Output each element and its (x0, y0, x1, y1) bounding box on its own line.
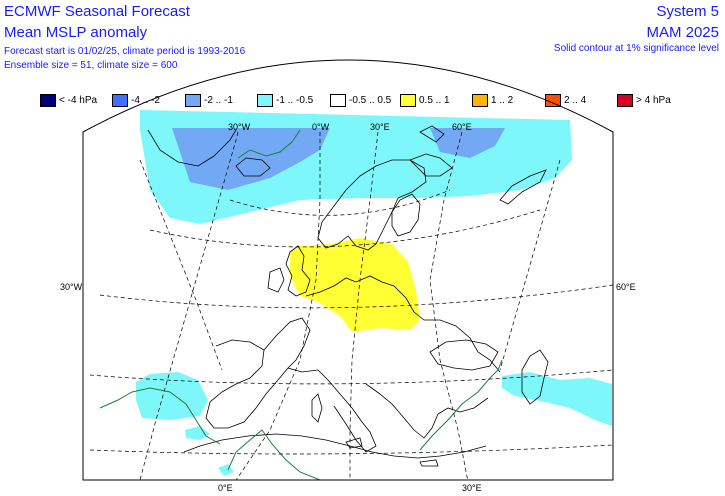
meridian-east (499, 159, 561, 371)
meridian-west (139, 159, 223, 371)
continental-coast (305, 275, 501, 373)
lon-label-bottom: 0°E (218, 483, 233, 493)
season-label: MAM 2025 (646, 24, 719, 41)
iceland-coast (235, 157, 271, 177)
lon-label-top: 30°E (370, 122, 390, 132)
legend-swatch (112, 94, 128, 107)
iberia-coast (205, 339, 289, 429)
legend-label: -0.5 .. 0.5 (349, 95, 392, 106)
legend-item: 2 .. 4 (545, 94, 586, 107)
ireland-coast (267, 267, 285, 293)
iberia-atlantic-negative (136, 372, 208, 420)
lon-label-bottom: 30°E (462, 483, 482, 493)
legend-item: > 4 hPa (617, 94, 671, 107)
meridian-30w (139, 131, 239, 480)
meridian-0 (227, 132, 321, 480)
uk-coast (285, 245, 311, 297)
significance-contour-south (227, 429, 321, 480)
legend-item: -0.5 .. 0.5 (330, 94, 391, 107)
iberia-atlantic-negative-small (185, 426, 210, 440)
legend-swatch (257, 94, 273, 107)
significance-note: Solid contour at 1% significance level (553, 43, 719, 54)
parallel-80 (229, 189, 451, 216)
legend-swatch (40, 94, 56, 107)
caspian-negative (502, 372, 612, 426)
legend-label: -4 .. -2 (131, 95, 160, 106)
map-content (89, 110, 613, 480)
significance-contour-west (99, 387, 221, 445)
significance-contours (99, 129, 503, 480)
greenland-coast (147, 129, 237, 167)
parallel-40 (89, 444, 613, 455)
svalbard (419, 125, 445, 143)
legend-item: -4 .. -2 (112, 94, 160, 107)
kola-coast (409, 153, 453, 177)
significance-contour-north (237, 129, 301, 159)
north-atlantic-negative-core-east (430, 128, 505, 158)
significance-contour-east (419, 359, 503, 451)
legend-swatch (472, 94, 488, 107)
legend-label: 0.5 .. 1 (419, 95, 450, 106)
mediterranean-negative-small (218, 464, 234, 476)
legend-swatch (400, 94, 416, 107)
parallel-70 (149, 209, 541, 248)
legend-item: 1 .. 2 (472, 94, 513, 107)
north-africa-coast (183, 433, 487, 459)
lon-label-top: 60°E (452, 122, 472, 132)
legend-label: 1 .. 2 (491, 95, 514, 106)
finland-coast (391, 193, 421, 237)
legend-item: -1 .. -0.5 (257, 94, 313, 107)
legend-swatch (330, 94, 346, 107)
black-sea-coast (429, 339, 499, 371)
north-sea-positive (290, 238, 420, 332)
parallel-50 (89, 369, 613, 385)
page-title: ECMWF Seasonal Forecast (4, 3, 190, 20)
legend-label: 2 .. 4 (564, 95, 587, 106)
meridian-60e (429, 131, 471, 480)
legend-item: < -4 hPa (40, 94, 97, 107)
legend-label: > 4 hPa (636, 95, 671, 106)
lon-label-top: 30°W (228, 122, 251, 132)
scandinavia-coast (317, 159, 427, 251)
crete (419, 459, 439, 467)
legend-item: 0.5 .. 1 (400, 94, 450, 107)
sardinia-corsica (311, 393, 323, 423)
colour-legend: < -4 hPa -4 .. -2 -2 .. -1 -1 .. -0.5 -0… (0, 92, 725, 112)
legend-label: < -4 hPa (59, 95, 98, 106)
legend-label: -1 .. -0.5 (276, 95, 314, 106)
caspian-coast (521, 349, 549, 405)
novaya-zemlya (499, 169, 547, 205)
legend-swatch (545, 94, 561, 107)
lon-label-top: 0°W (312, 122, 330, 132)
legend-label: -2 .. -1 (204, 95, 233, 106)
parallel-60 (99, 284, 613, 309)
lon-label-right: 60°E (616, 282, 636, 292)
forecast-start-text: Forecast start is 01/02/25, climate peri… (4, 46, 246, 57)
legend-swatch (185, 94, 201, 107)
graticule (89, 131, 613, 480)
map-subtitle: Mean MSLP anomaly (4, 24, 148, 41)
legend-item: -2 .. -1 (185, 94, 233, 107)
system-label: System 5 (656, 3, 719, 20)
coastlines (147, 125, 549, 467)
lon-label-left: 30°W (60, 282, 83, 292)
france-coast (263, 317, 319, 373)
meridian-30e (349, 131, 379, 480)
italy-coast (317, 369, 377, 453)
sicily (345, 437, 363, 449)
map-frame (82, 59, 614, 481)
legend-swatch (617, 94, 633, 107)
balkans-coast (365, 383, 489, 439)
ensemble-size-text: Ensemble size = 51, climate size = 600 (4, 60, 178, 71)
